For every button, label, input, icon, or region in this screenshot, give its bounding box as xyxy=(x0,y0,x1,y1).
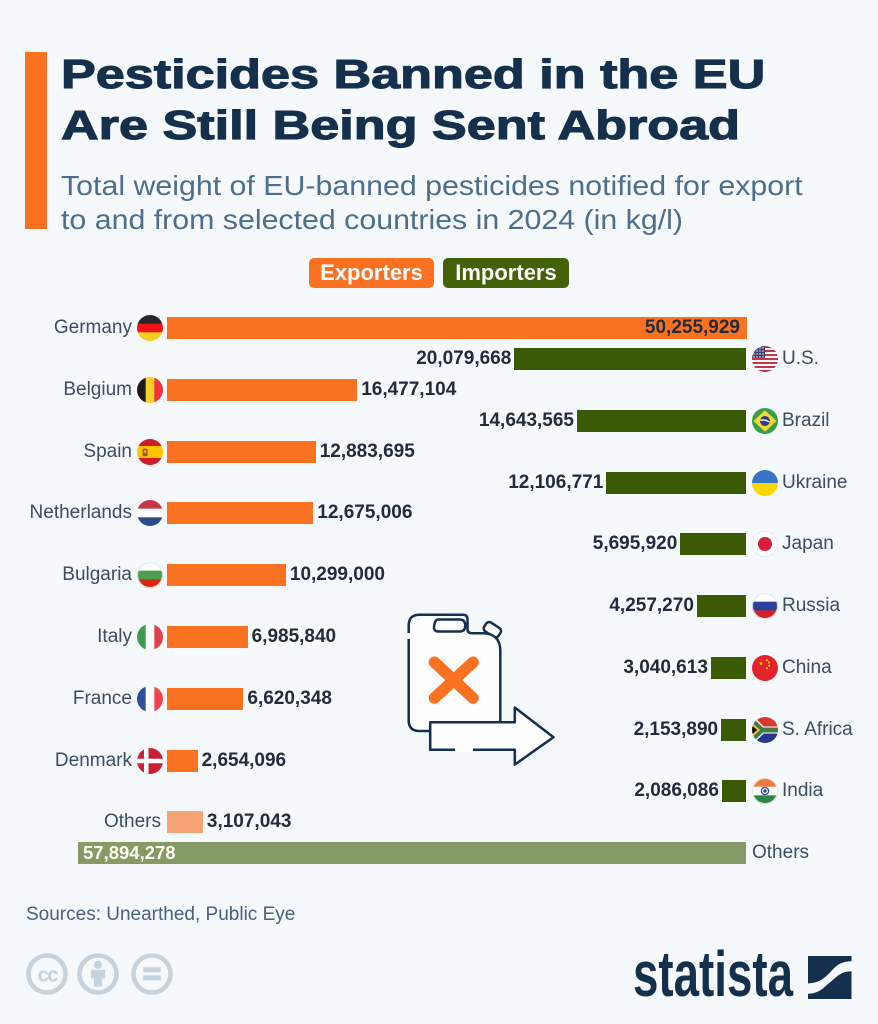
svg-text:cc: cc xyxy=(37,963,58,986)
svg-text:statista: statista xyxy=(633,940,793,1010)
